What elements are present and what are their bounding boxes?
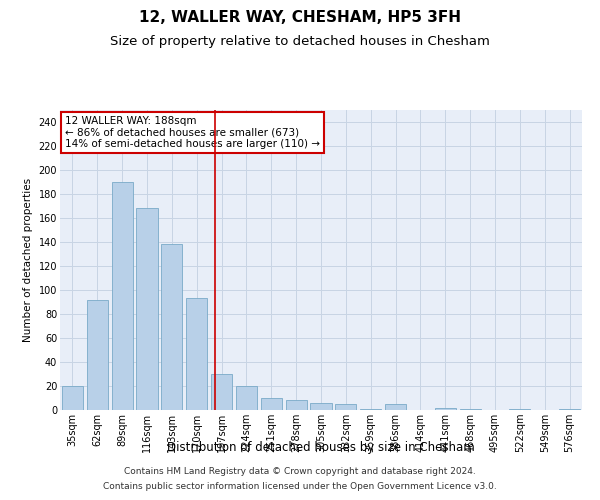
Bar bbox=[112, 182, 133, 410]
Text: Distribution of detached houses by size in Chesham: Distribution of detached houses by size … bbox=[167, 441, 475, 454]
Bar bbox=[310, 403, 332, 410]
Bar bbox=[236, 386, 257, 410]
Text: Contains HM Land Registry data © Crown copyright and database right 2024.: Contains HM Land Registry data © Crown c… bbox=[124, 467, 476, 476]
Text: 12, WALLER WAY, CHESHAM, HP5 3FH: 12, WALLER WAY, CHESHAM, HP5 3FH bbox=[139, 10, 461, 25]
Bar bbox=[261, 398, 282, 410]
Text: Contains public sector information licensed under the Open Government Licence v3: Contains public sector information licen… bbox=[103, 482, 497, 491]
Bar bbox=[385, 404, 406, 410]
Bar bbox=[286, 400, 307, 410]
Text: 12 WALLER WAY: 188sqm
← 86% of detached houses are smaller (673)
14% of semi-det: 12 WALLER WAY: 188sqm ← 86% of detached … bbox=[65, 116, 320, 149]
Bar bbox=[161, 244, 182, 410]
Bar bbox=[360, 409, 381, 410]
Text: Size of property relative to detached houses in Chesham: Size of property relative to detached ho… bbox=[110, 35, 490, 48]
Bar bbox=[435, 408, 456, 410]
Bar bbox=[62, 386, 83, 410]
Bar bbox=[87, 300, 108, 410]
Bar bbox=[136, 208, 158, 410]
Bar bbox=[559, 409, 580, 410]
Bar bbox=[335, 404, 356, 410]
Bar bbox=[186, 298, 207, 410]
Bar bbox=[509, 409, 530, 410]
Bar bbox=[460, 409, 481, 410]
Y-axis label: Number of detached properties: Number of detached properties bbox=[23, 178, 33, 342]
Bar bbox=[211, 374, 232, 410]
